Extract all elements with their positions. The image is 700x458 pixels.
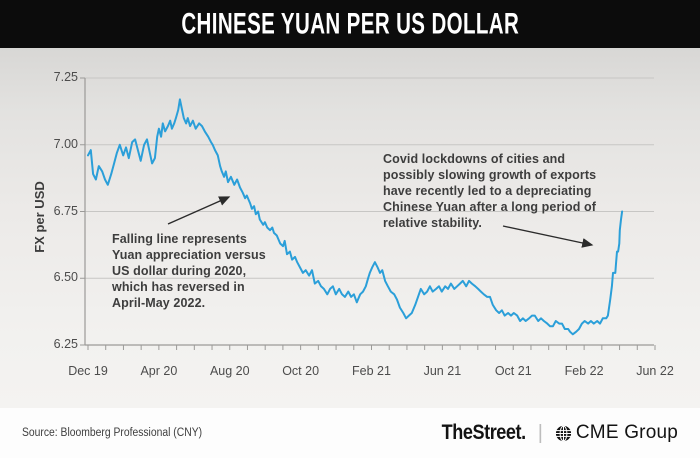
axes (80, 77, 656, 350)
cme-group-logo: CME Group (555, 422, 678, 444)
x-tick-label: Feb 22 (564, 364, 604, 378)
cme-group-label: CME Group (575, 422, 678, 443)
y-tick-label: 6.50 (53, 270, 78, 285)
y-tick-label: 7.25 (53, 70, 78, 84)
x-tick-label: Feb 21 (352, 364, 391, 378)
annotation-covid-lockdowns: Covid lockdowns of cities and possibly s… (383, 152, 597, 230)
chart-area: FX per USD 7.25 7.00 6.75 6.50 6.25 Dec 19 Ap… (0, 48, 700, 408)
brand-logos: TheStreet. | CME Group (428, 421, 678, 445)
thestreet-logo: TheStreet. (441, 421, 526, 444)
right-annotation-arrow (502, 225, 594, 248)
x-tick-label: Oct 20 (282, 364, 320, 378)
header-bar: CHINESE YUAN PER US DOLLAR (0, 0, 700, 48)
footer: Source: Bloomberg Professional (CNY) The… (0, 408, 700, 458)
y-tick-label: 7.00 (53, 136, 78, 151)
page-title: CHINESE YUAN PER US DOLLAR (181, 7, 519, 40)
x-tick-label: Aug 20 (209, 364, 250, 378)
left-annotation-arrow (167, 196, 231, 225)
x-tick-label: Apr 20 (140, 364, 178, 378)
fx-line-chart (80, 77, 656, 350)
x-tick-label: Jun 22 (636, 364, 674, 378)
x-tick-label: Dec 19 (68, 364, 108, 378)
logo-divider: | (537, 421, 543, 444)
x-tick-label: Jun 21 (423, 364, 462, 378)
source-text: Source: Bloomberg Professional (CNY) (22, 427, 203, 439)
y-tick-label: 6.25 (53, 337, 78, 351)
annotation-falling-line: Falling line represents Yuan appreciatio… (112, 232, 266, 310)
globe-icon (555, 425, 572, 441)
fx-rate-line (87, 98, 624, 336)
y-tick-label: 6.75 (53, 203, 78, 218)
x-tick-label: Oct 21 (494, 364, 532, 378)
